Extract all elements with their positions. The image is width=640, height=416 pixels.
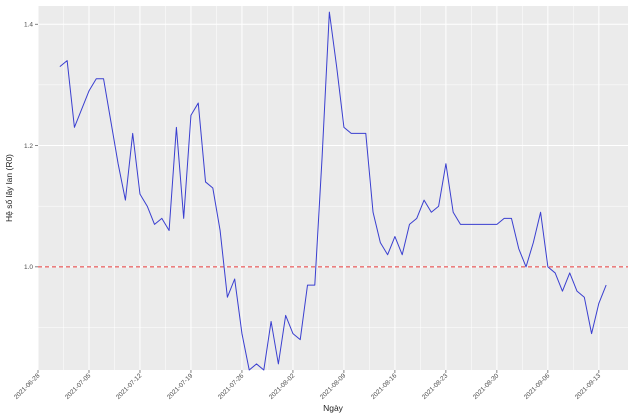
y-axis-title: Hệ số lây lan (R0) xyxy=(4,154,14,222)
x-tick-label: 2021-09-13 xyxy=(574,372,603,401)
x-axis-title: Ngày xyxy=(323,403,344,413)
x-tick-label: 2021-08-16 xyxy=(370,372,399,401)
x-tick-label: 2021-08-02 xyxy=(268,372,297,401)
x-tick-label: 2021-08-30 xyxy=(472,372,501,401)
y-tick-label: 1.2 xyxy=(24,143,33,150)
x-tick-label: 2021-07-19 xyxy=(166,372,195,401)
x-tick-label: 2021-08-23 xyxy=(421,372,450,401)
x-axis-ticks: 2021-06-28 2021-07-05 2021-07-12 2021-07-19… xyxy=(13,370,603,401)
y-tick-label: 1.0 xyxy=(24,264,33,271)
y-axis-ticks: 1.0 1.2 1.4 xyxy=(24,22,38,271)
x-tick-label: 2021-08-09 xyxy=(319,372,348,401)
x-tick-label: 2021-07-26 xyxy=(217,372,246,401)
x-tick-label: 2021-09-06 xyxy=(523,372,552,401)
minor-gridlines xyxy=(38,6,628,370)
plot-panel xyxy=(38,6,628,370)
y-tick-label: 1.4 xyxy=(24,22,33,29)
x-tick-label: 2021-07-12 xyxy=(115,372,144,401)
series-line-r0 xyxy=(59,11,607,371)
x-tick-label: 2021-06-28 xyxy=(13,372,42,401)
x-tick-label: 2021-07-05 xyxy=(64,372,93,401)
